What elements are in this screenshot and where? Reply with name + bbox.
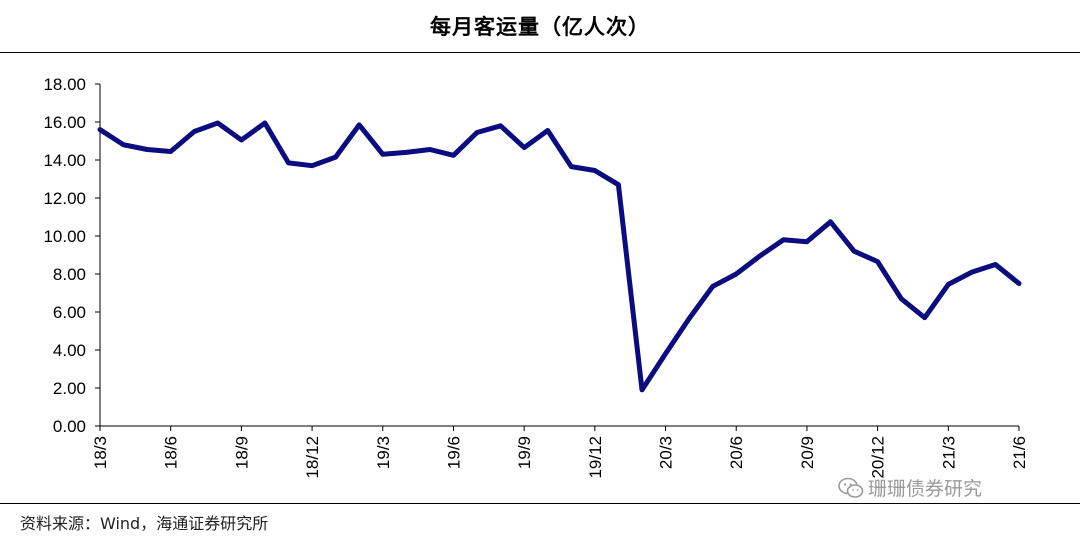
x-tick-label: 19/12 xyxy=(586,436,605,479)
x-tick-label: 20/3 xyxy=(657,436,676,469)
x-tick-label: 19/3 xyxy=(374,436,393,469)
x-tick-label: 19/9 xyxy=(515,436,534,469)
footer-divider xyxy=(0,503,1080,504)
y-tick-label: 10.00 xyxy=(43,227,86,246)
watermark: 珊珊债券研究 xyxy=(838,474,982,501)
line-chart: 0.00 2.00 4.00 6.00 8.00 10.00 12.00 14.00 16.00… xyxy=(43,75,1029,479)
y-tick-label: 0.00 xyxy=(53,417,86,436)
y-tick-label: 8.00 xyxy=(53,265,86,284)
y-tick-label: 6.00 xyxy=(53,303,86,322)
x-tick-label: 18/3 xyxy=(91,436,110,469)
title-divider xyxy=(0,52,1080,53)
x-axis: 18/3 18/6 18/9 18/12 19/3 19/6 19/9 19/12 20/3 20… xyxy=(91,425,1029,479)
y-tick-label: 12.00 xyxy=(43,189,86,208)
x-tick-label: 20/12 xyxy=(869,436,888,479)
wechat-icon xyxy=(838,477,864,498)
watermark-text: 珊珊债券研究 xyxy=(868,478,983,500)
x-tick-label: 19/6 xyxy=(444,436,463,469)
chart-title: 每月客运量（亿人次） xyxy=(430,14,650,39)
y-tick-label: 2.00 xyxy=(53,379,86,398)
chart-title-bar: 每月客运量（亿人次） xyxy=(0,0,1080,52)
series-line xyxy=(97,120,1022,393)
x-tick-label: 18/6 xyxy=(162,436,181,469)
y-tick-label: 16.00 xyxy=(43,113,86,132)
source-note: 资料来源：Wind，海通证券研究所 xyxy=(20,514,269,533)
x-tick-label: 20/9 xyxy=(798,436,817,469)
x-tick-label: 18/12 xyxy=(303,436,322,479)
y-tick-label: 4.00 xyxy=(53,341,86,360)
x-tick-label: 20/6 xyxy=(727,436,746,469)
series-group xyxy=(97,120,1022,393)
x-tick-label: 18/9 xyxy=(232,436,251,469)
y-axis: 0.00 2.00 4.00 6.00 8.00 10.00 12.00 14.00 16.00… xyxy=(43,75,101,436)
y-tick-label: 14.00 xyxy=(43,151,86,170)
x-tick-label: 21/6 xyxy=(1010,436,1029,469)
x-tick-label: 21/3 xyxy=(939,436,958,469)
y-tick-label: 18.00 xyxy=(43,75,86,94)
